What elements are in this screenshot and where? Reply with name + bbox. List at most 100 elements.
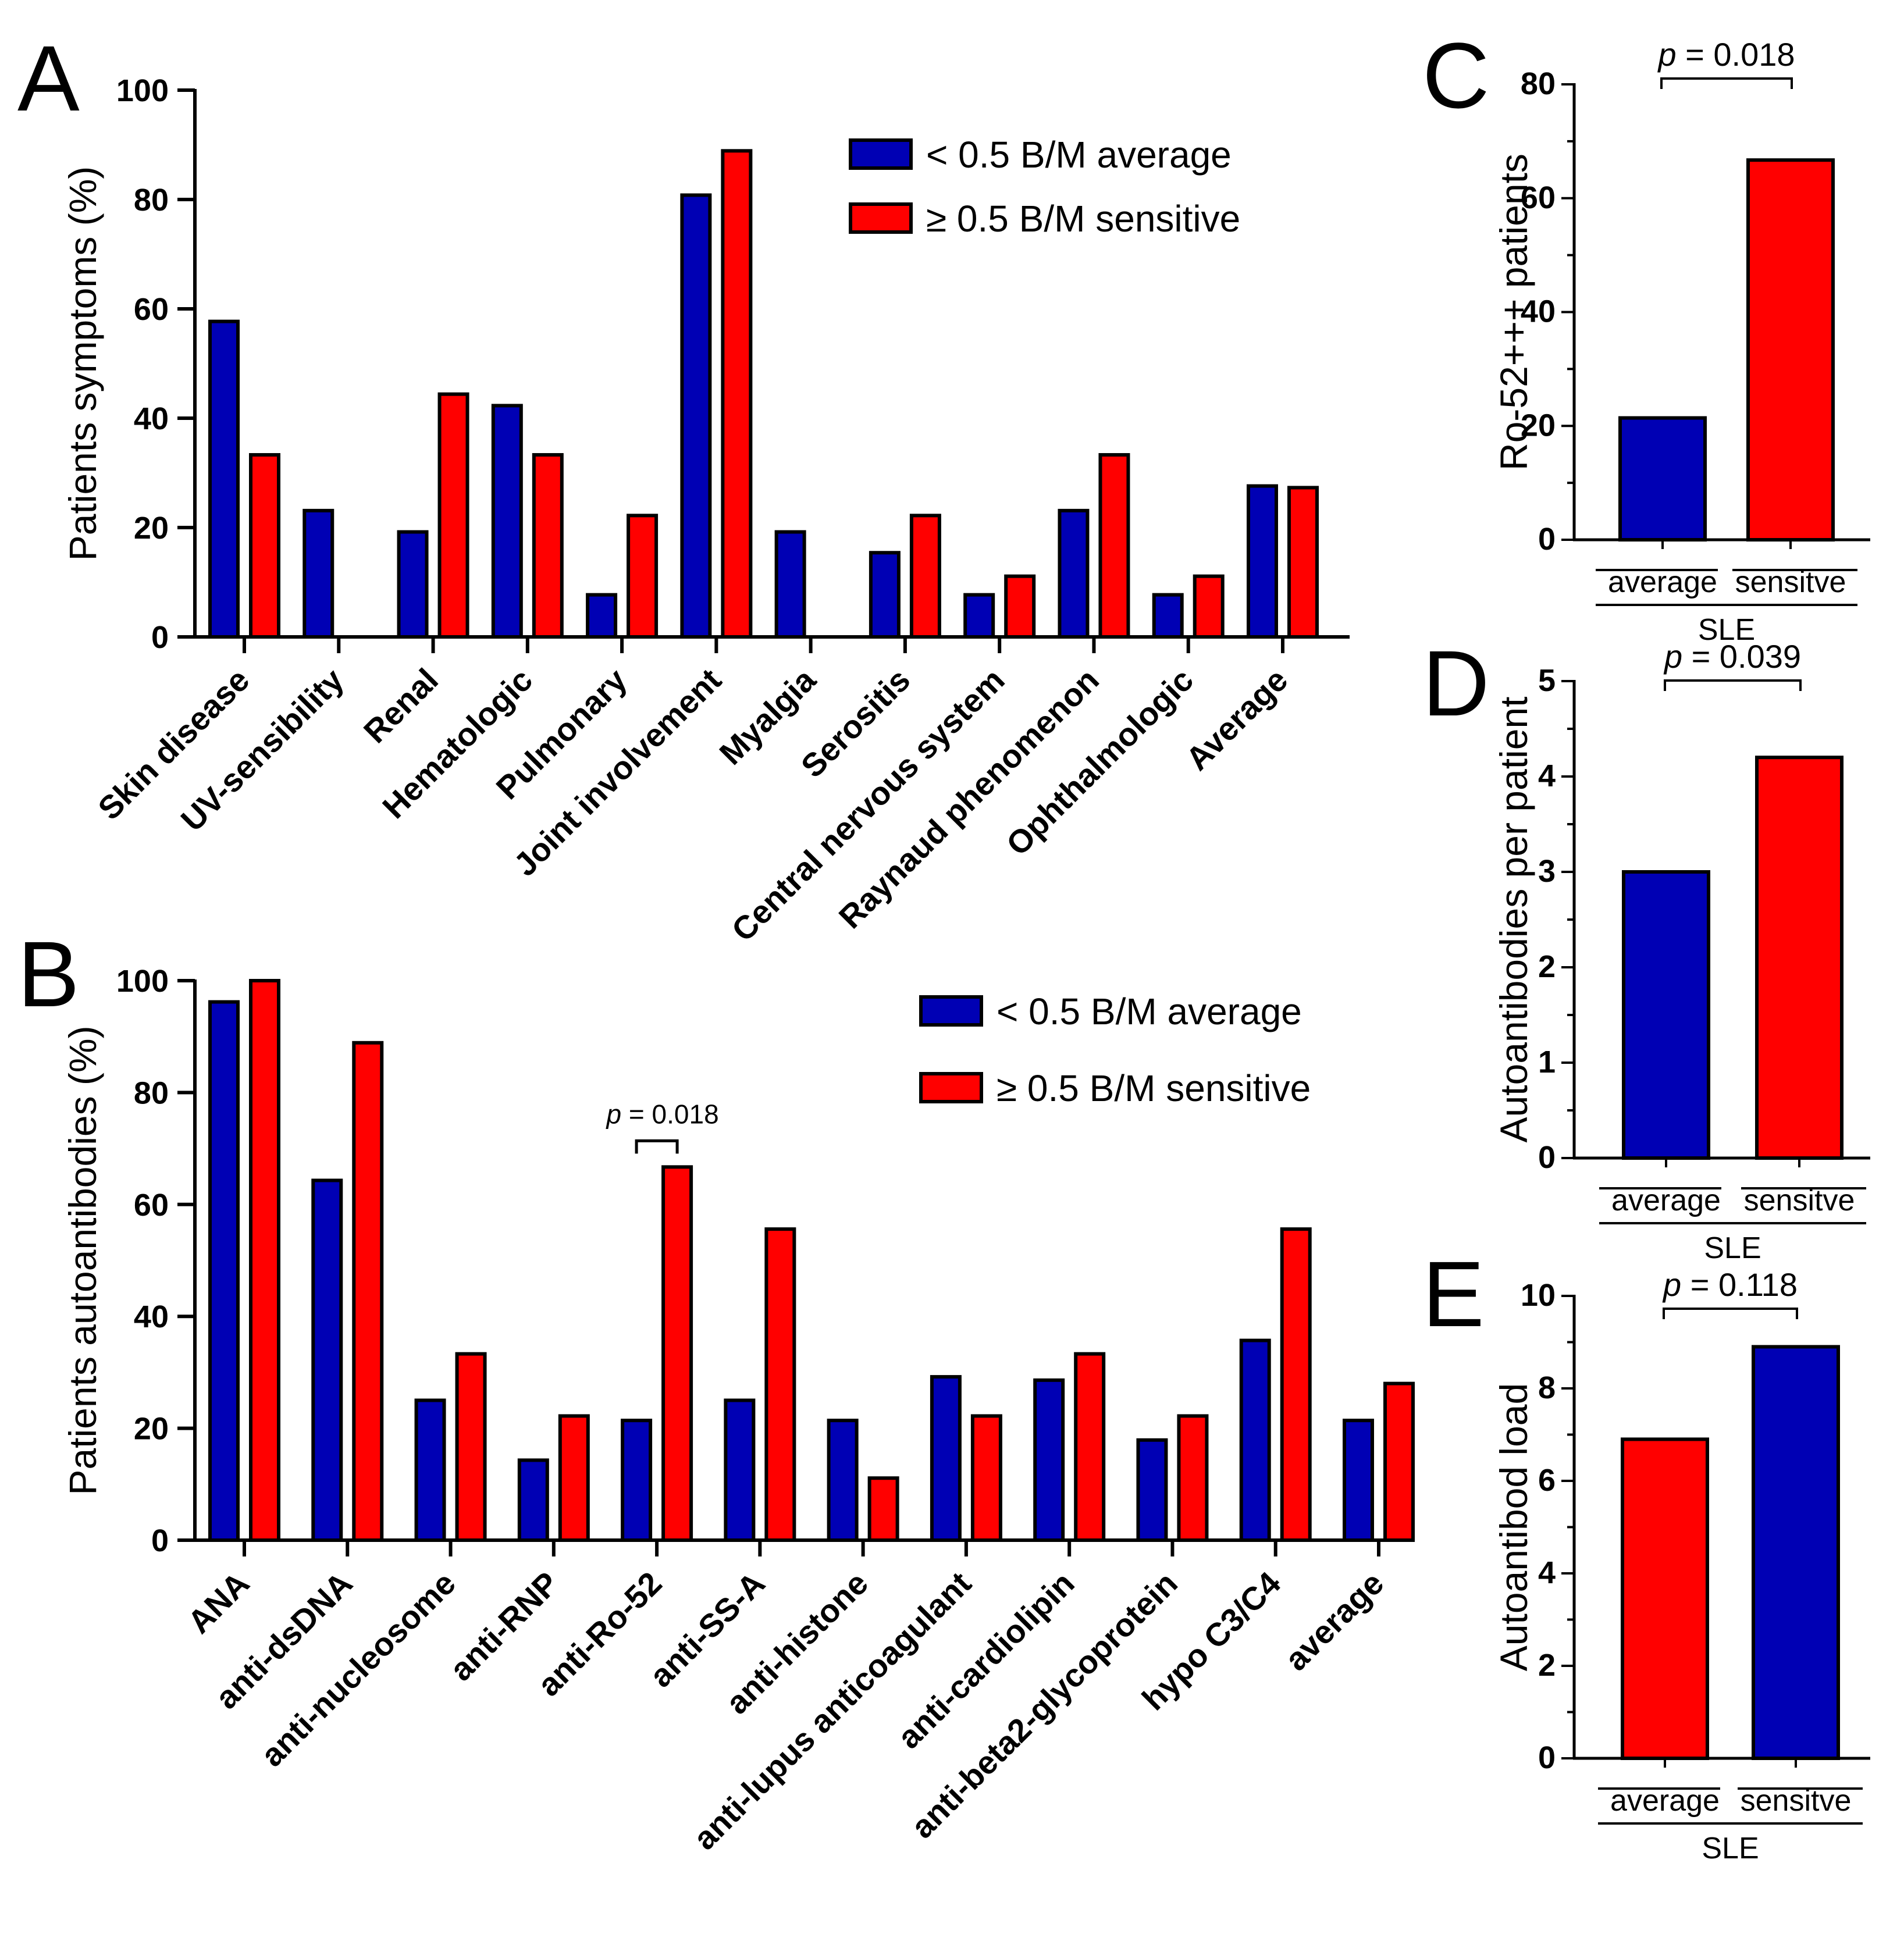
panel-b-bar-sensitive xyxy=(867,1476,899,1543)
panel-b-category-label: average xyxy=(1277,1565,1390,1677)
panel-b-legend-swatch xyxy=(919,1072,983,1103)
panel-a-bar-sensitive xyxy=(721,149,753,639)
panel-c-significance-bracket xyxy=(1660,77,1793,89)
panel-b-bar-sensitive xyxy=(970,1414,1002,1543)
panel-d-y-tick-label: 2 xyxy=(1538,949,1556,984)
panel-c-bar-average xyxy=(1618,416,1707,542)
panel-b-legend-swatch xyxy=(919,995,983,1027)
panel-d-y-tick-label: 1 xyxy=(1538,1045,1556,1080)
panel-b-bar-sensitive xyxy=(661,1165,693,1542)
panel-a-y-tick-label: 100 xyxy=(116,73,169,108)
panel-b-y-tick-label: 20 xyxy=(134,1412,169,1447)
panel-a-legend-label: ≥ 0.5 B/M sensitive xyxy=(926,198,1240,240)
panel-b-bar-sensitive xyxy=(352,1041,384,1542)
panel-a-legend-label: < 0.5 B/M average xyxy=(926,134,1232,176)
panel-b-bar-average xyxy=(517,1458,549,1543)
panel-a-bar-sensitive xyxy=(1193,574,1225,639)
panel-a-legend-swatch xyxy=(849,202,913,234)
panel-c-y-tick-label: 60 xyxy=(1521,180,1556,215)
panel-a-bar-sensitive xyxy=(909,514,941,639)
panel-a-bar-sensitive xyxy=(627,514,659,639)
panel-d-p-value: p = 0.039 xyxy=(1663,638,1801,675)
panel-b-y-tick-label: 80 xyxy=(134,1075,169,1110)
panel-b-bar-average xyxy=(208,1000,240,1542)
panel-b-bar-sensitive xyxy=(1074,1352,1106,1543)
panel-a-y-tick-label: 60 xyxy=(134,292,169,327)
panel-c-bar-sensitve xyxy=(1746,158,1835,542)
panel-a-bar-average xyxy=(1247,484,1278,639)
panel-b-y-tick-label: 0 xyxy=(151,1523,169,1558)
panel-e-p-value: p = 0.118 xyxy=(1662,1266,1798,1303)
panel-c-y-label: Ro-52+++ patients xyxy=(1492,154,1535,471)
panel-b-significance-bracket xyxy=(635,1139,679,1154)
panel-e-category-label: average xyxy=(1610,1784,1720,1818)
panel-a-y-tick-label: 0 xyxy=(151,620,169,655)
panel-a-bar-sensitive xyxy=(1004,574,1036,639)
panel-b-category-label: anti-nucleosome xyxy=(254,1565,462,1773)
panel-b-bar-average xyxy=(827,1419,859,1543)
panel-a-bar-sensitive xyxy=(437,392,469,639)
panel-letter-E: E xyxy=(1422,1242,1485,1346)
panel-a-bar-average xyxy=(302,508,334,639)
panel-b-bar-average xyxy=(1136,1438,1168,1542)
panel-b-bar-average xyxy=(724,1398,756,1542)
panel-b-y-tick-label: 40 xyxy=(134,1299,169,1334)
panel-a-bar-average xyxy=(774,530,806,639)
panel-a-bar-sensitive xyxy=(1287,486,1319,639)
panel-e-significance-bracket xyxy=(1663,1308,1798,1319)
panel-a-y-tick-label: 40 xyxy=(134,401,169,436)
panel-e-y-label: Autoantibod load xyxy=(1492,1383,1535,1671)
panel-e-group-label: SLE xyxy=(1702,1832,1759,1865)
panel-b-y-label: Patients autoantibodies (%) xyxy=(61,1025,104,1495)
panel-b-bar-sensitive xyxy=(455,1352,487,1543)
panel-a-bar-average xyxy=(869,551,901,639)
panel-b-bar-sensitive xyxy=(1280,1227,1312,1542)
panel-a-bar-average xyxy=(397,530,429,639)
panel-a-bar-average xyxy=(1058,508,1090,639)
panel-b-bar-average xyxy=(930,1375,962,1542)
panel-e-y-tick-label: 6 xyxy=(1538,1463,1556,1498)
panel-a-bar-average xyxy=(1152,593,1184,639)
panel-c-y-tick-label: 80 xyxy=(1521,66,1556,101)
panel-e-y-tick-label: 2 xyxy=(1538,1648,1556,1683)
panel-b-bar-average xyxy=(1033,1378,1065,1542)
panel-c-y-tick-label: 20 xyxy=(1521,408,1556,443)
panel-c-category-label: sensitve xyxy=(1735,565,1846,599)
panel-d-y-label: Autoantibodies per patient xyxy=(1492,697,1535,1143)
panel-letter-C: C xyxy=(1422,23,1490,127)
panel-a-bar-average xyxy=(963,593,995,639)
panel-b-bar-sensitive xyxy=(764,1227,796,1542)
panel-a-category-label: Renal xyxy=(357,661,445,750)
panel-a-category-label: UV-sensibility xyxy=(174,661,351,838)
panel-b-bar-average xyxy=(414,1398,446,1542)
panel-d-category-label: sensitve xyxy=(1744,1184,1855,1217)
panel-d-category-label: average xyxy=(1611,1184,1721,1217)
panel-a-bar-sensitive xyxy=(532,453,564,639)
panel-d-y-tick-label: 0 xyxy=(1538,1140,1556,1175)
panel-a-y-label: Patients symptoms (%) xyxy=(61,166,104,561)
panel-a-bar-sensitive xyxy=(249,453,280,639)
panel-d-significance-bracket xyxy=(1664,679,1802,691)
panel-b-bar-sensitive xyxy=(1177,1414,1209,1543)
panel-a-bar-average xyxy=(208,319,240,639)
panel-c-y-tick-label: 40 xyxy=(1521,294,1556,329)
panel-b-bar-sensitive xyxy=(558,1414,590,1543)
panel-d-group-label: SLE xyxy=(1704,1231,1761,1265)
panel-c-p-value: p = 0.018 xyxy=(1657,36,1795,73)
panel-b-p-value: p = 0.018 xyxy=(606,1099,719,1129)
panel-b-bar-sensitive xyxy=(1383,1381,1415,1542)
panel-letter-B: B xyxy=(17,922,80,1026)
panel-a-category-label: Average xyxy=(1179,661,1294,777)
panel-d-bar-sensitve xyxy=(1755,756,1844,1160)
panel-c-y-tick-label: 0 xyxy=(1538,522,1556,557)
panel-a-bar-average xyxy=(491,404,523,639)
panel-a-bar-average xyxy=(680,193,712,639)
panel-b-bar-average xyxy=(1343,1419,1374,1543)
panel-b-bar-average xyxy=(311,1178,343,1542)
panel-b-bar-average xyxy=(1239,1338,1271,1542)
panel-e-bar-average xyxy=(1621,1437,1709,1760)
panel-e-y-tick-label: 0 xyxy=(1538,1740,1556,1775)
panel-c-category-label: average xyxy=(1608,565,1717,599)
panel-e-y-tick-label: 4 xyxy=(1538,1555,1556,1590)
